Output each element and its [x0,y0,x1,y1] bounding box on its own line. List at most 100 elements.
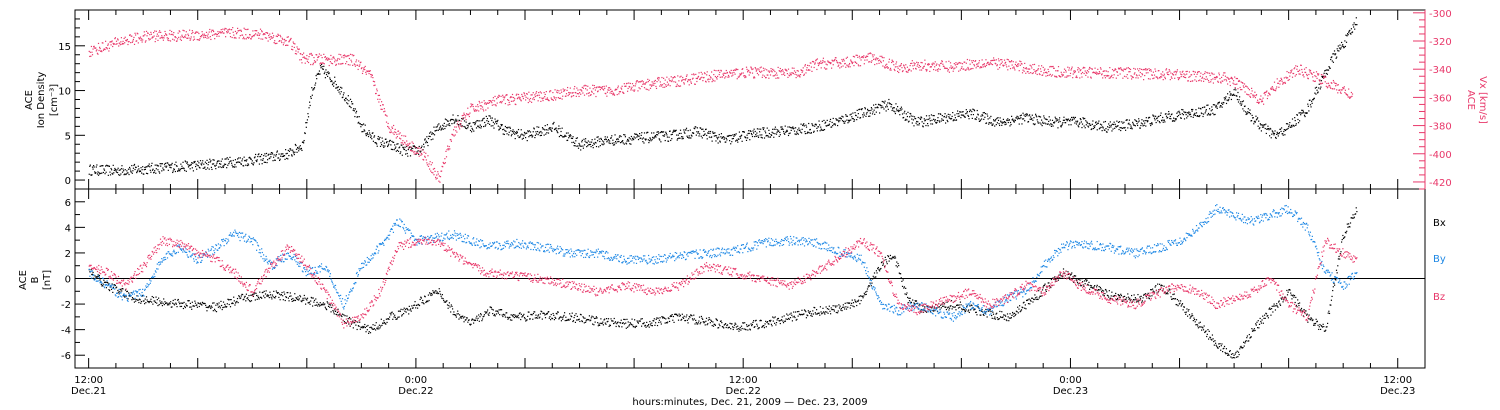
data-point [421,153,423,155]
data-point [745,66,748,68]
data-point [940,113,942,115]
data-point [119,291,121,293]
data-point [249,156,251,158]
data-point [879,55,881,57]
data-point [569,92,571,94]
data-point [774,126,777,128]
data-point [89,271,91,273]
data-point [1230,93,1232,95]
data-point [543,134,545,136]
data-point [751,68,753,71]
data-point [237,161,239,163]
data-point [402,143,405,146]
data-point [658,132,660,134]
data-point [415,153,417,156]
data-point [1287,79,1289,82]
data-point [1229,94,1231,96]
data-point [1203,78,1205,80]
data-point [854,61,856,63]
data-point [1052,65,1054,68]
data-point [787,126,789,128]
data-point [616,138,618,140]
data-point [941,114,943,117]
data-point [207,35,209,37]
data-point [580,93,582,95]
data-point [865,56,867,58]
data-point [751,72,754,74]
data-point [1147,120,1149,122]
data-point [1251,87,1253,89]
data-point [771,134,773,136]
data-point [1284,82,1287,84]
data-point [165,166,167,168]
data-point [343,92,345,94]
data-point [491,102,493,104]
data-point [484,103,486,105]
data-point [643,132,646,134]
data-point [843,58,845,60]
data-point [1154,119,1156,121]
data-point [718,136,720,138]
data-point [176,165,178,167]
data-point [1186,117,1188,119]
data-point [924,63,927,65]
data-point [378,101,380,103]
data-point [125,39,127,41]
data-point [682,137,684,140]
data-point [825,63,827,65]
data-point [1340,92,1342,95]
data-point [1339,48,1342,50]
data-point [354,65,357,67]
data-point [1087,76,1089,78]
data-point [719,76,721,78]
data-point [529,97,532,100]
data-point [697,75,700,78]
data-point [631,139,633,141]
data-point [1294,117,1296,119]
data-point [400,142,402,144]
data-point [1162,79,1164,81]
data-point [746,68,748,71]
data-point [875,111,877,113]
data-point [570,135,572,137]
data-point [601,140,604,142]
data-point [722,73,724,75]
data-point [292,151,294,153]
data-point [444,127,446,130]
data-point [378,94,381,97]
data-point [932,62,934,64]
data-point [633,90,635,92]
data-point [203,167,205,169]
data-point [985,122,988,124]
data-point [526,132,528,134]
data-point [307,61,310,64]
data-point [956,113,958,115]
data-point [481,106,484,108]
data-point [634,133,636,135]
data-point [445,150,447,152]
data-point [1049,73,1051,75]
data-point [617,87,619,89]
data-point [1089,67,1091,69]
data-point [541,127,544,129]
data-point [1253,94,1255,96]
data-point [994,120,996,122]
data-point [949,62,952,64]
data-point [493,104,495,106]
data-point [192,31,194,33]
data-point [1217,103,1219,105]
data-point [1025,113,1027,115]
data-point [839,120,841,122]
data-point [859,65,862,67]
data-point [918,66,920,69]
data-point [170,167,172,169]
data-point [605,138,607,140]
data-point [265,37,268,39]
data-point [1280,130,1282,133]
data-point [861,108,863,110]
data-point [1090,124,1092,126]
data-point [99,165,101,167]
data-point [161,170,163,172]
data-point [1313,71,1315,74]
data-point [589,143,592,146]
